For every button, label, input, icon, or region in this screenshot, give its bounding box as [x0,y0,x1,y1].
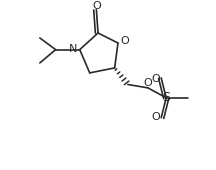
Text: N: N [69,44,78,54]
Text: O: O [151,74,160,84]
Text: S: S [162,91,170,104]
Text: O: O [120,36,129,46]
Text: O: O [92,1,101,11]
Text: O: O [151,112,160,122]
Text: O: O [143,78,152,88]
